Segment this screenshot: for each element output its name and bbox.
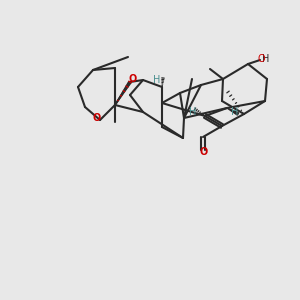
Text: O: O bbox=[200, 147, 208, 157]
Text: H: H bbox=[189, 107, 196, 117]
Text: O: O bbox=[129, 74, 137, 84]
Text: H: H bbox=[262, 54, 269, 64]
Text: H: H bbox=[153, 75, 160, 85]
Text: O: O bbox=[93, 113, 101, 123]
Polygon shape bbox=[227, 108, 238, 115]
Polygon shape bbox=[115, 81, 131, 105]
Text: H: H bbox=[231, 107, 238, 117]
Text: O: O bbox=[257, 54, 265, 64]
